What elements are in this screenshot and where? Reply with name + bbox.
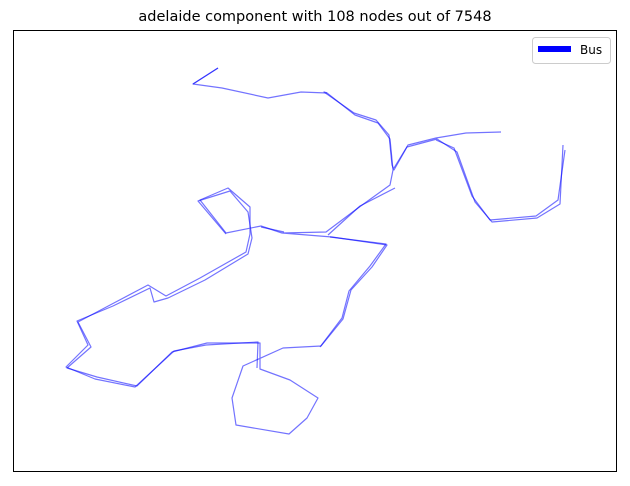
bus-route-segment-0-7 [260,226,285,233]
bus-route-segment-0-4 [393,131,502,169]
legend-label-bus: Bus [580,43,602,57]
plot-area [13,30,617,472]
chart-title: adelaide component with 108 nodes out of… [138,9,491,25]
bus-route-segment-0-1 [192,67,219,85]
series-bus-lines [65,67,566,435]
bus-route-segment-0-8 [319,236,387,348]
legend: Bus [532,37,611,64]
bus-route-segment-0-6 [65,190,259,388]
bus-route-segment-0-5 [435,139,566,221]
legend-box [532,37,611,64]
bus-route-segment-0-3 [327,187,396,236]
